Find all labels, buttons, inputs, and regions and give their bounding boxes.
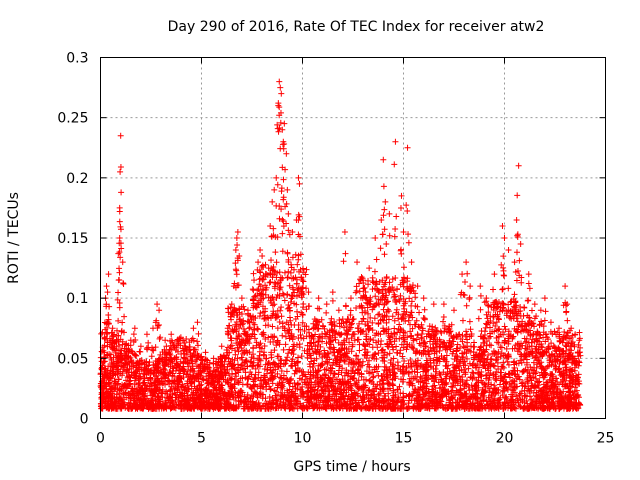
data-point xyxy=(528,307,535,314)
data-point xyxy=(98,330,105,337)
data-point xyxy=(251,293,258,300)
data-point xyxy=(328,315,335,322)
data-point xyxy=(224,305,231,312)
data-point xyxy=(484,356,491,363)
data-point xyxy=(503,345,510,352)
data-point xyxy=(267,386,274,393)
data-point xyxy=(346,339,353,346)
data-point xyxy=(369,274,376,281)
data-point xyxy=(491,363,498,370)
data-point xyxy=(285,350,292,357)
data-point xyxy=(355,336,362,343)
data-point xyxy=(400,363,407,370)
data-point xyxy=(277,284,284,291)
data-point xyxy=(269,380,276,387)
data-points xyxy=(97,78,584,412)
data-point xyxy=(271,334,278,341)
data-point xyxy=(290,286,297,293)
data-point xyxy=(375,311,382,318)
data-point xyxy=(257,269,264,276)
data-point xyxy=(288,261,295,268)
data-point xyxy=(261,343,268,350)
data-point xyxy=(298,353,305,360)
data-point xyxy=(417,373,424,380)
data-point xyxy=(259,276,266,283)
data-point xyxy=(269,323,276,330)
data-point xyxy=(412,294,419,301)
data-point xyxy=(370,373,377,380)
data-point xyxy=(98,348,105,355)
data-point xyxy=(283,368,290,375)
data-point xyxy=(303,266,310,273)
data-point xyxy=(268,333,275,340)
data-point xyxy=(278,304,285,311)
data-point xyxy=(282,341,289,348)
data-point xyxy=(370,374,377,381)
data-point xyxy=(462,380,469,387)
data-point xyxy=(246,325,253,332)
data-point xyxy=(494,339,501,346)
data-point xyxy=(481,299,488,306)
data-point xyxy=(356,347,363,354)
data-point xyxy=(524,297,531,304)
data-point xyxy=(283,357,290,364)
data-point xyxy=(433,327,440,334)
data-point xyxy=(360,315,367,322)
data-point xyxy=(386,350,393,357)
data-point xyxy=(408,298,415,305)
data-point xyxy=(274,353,281,360)
data-point xyxy=(276,319,283,326)
data-point xyxy=(271,279,278,286)
data-point xyxy=(397,292,404,299)
data-point xyxy=(374,344,381,351)
data-point xyxy=(271,301,278,308)
data-point xyxy=(339,316,346,323)
data-point xyxy=(109,332,116,339)
data-point xyxy=(576,349,583,356)
data-point xyxy=(356,288,363,295)
data-point xyxy=(396,321,403,328)
data-point xyxy=(361,346,368,353)
data-point xyxy=(488,342,495,349)
data-point xyxy=(504,358,511,365)
data-point xyxy=(406,295,413,302)
data-point xyxy=(274,325,281,332)
data-point xyxy=(254,326,261,333)
data-point xyxy=(408,302,415,309)
data-point xyxy=(465,365,472,372)
data-point xyxy=(532,370,539,377)
data-point xyxy=(250,287,257,294)
data-point xyxy=(501,323,508,330)
data-point xyxy=(433,368,440,375)
data-point xyxy=(280,346,287,353)
data-point xyxy=(279,332,286,339)
data-point xyxy=(366,378,373,385)
data-point xyxy=(521,304,528,311)
data-point xyxy=(250,270,257,277)
